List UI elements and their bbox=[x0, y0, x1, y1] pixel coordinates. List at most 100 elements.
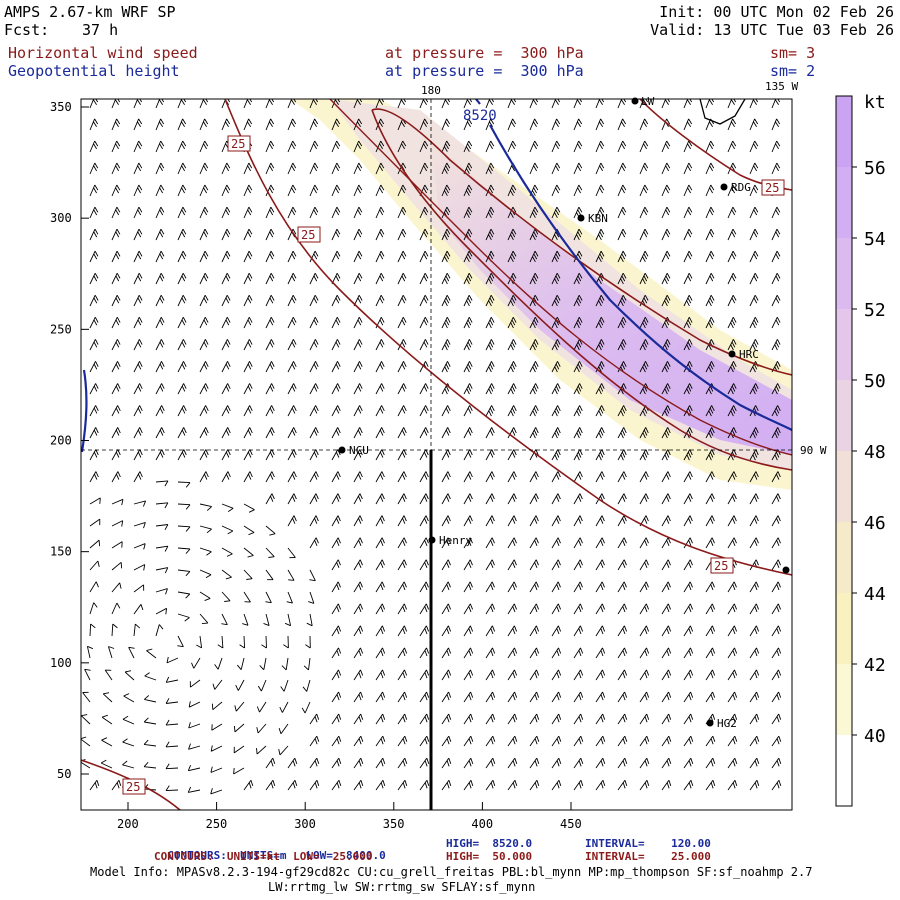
svg-text:KBN: KBN bbox=[588, 212, 608, 225]
wind-barb bbox=[199, 118, 209, 131]
wind-barb bbox=[287, 757, 298, 769]
wind-barb bbox=[111, 427, 121, 439]
wind-barb bbox=[463, 779, 474, 791]
wind-barb bbox=[419, 383, 429, 395]
wind-barb bbox=[309, 569, 316, 582]
wind-barb bbox=[177, 405, 187, 417]
wind-barb bbox=[617, 603, 628, 615]
wind-barb bbox=[727, 669, 738, 681]
wind-barb bbox=[617, 735, 628, 747]
wind-barb bbox=[221, 316, 231, 329]
wind-barb bbox=[397, 625, 408, 637]
wind-barb bbox=[551, 427, 561, 439]
wind-barb bbox=[419, 559, 429, 571]
wind-barb bbox=[155, 427, 165, 439]
wind-barb bbox=[111, 582, 122, 593]
wind-barb bbox=[683, 559, 693, 571]
wind-barb bbox=[463, 559, 473, 571]
wind-barb bbox=[303, 657, 311, 671]
wind-barb bbox=[771, 140, 781, 153]
wind-barb bbox=[551, 449, 561, 461]
wind-barb bbox=[287, 250, 297, 263]
wind-barb bbox=[309, 735, 320, 747]
wind-barb bbox=[551, 361, 561, 373]
wind-barb bbox=[463, 383, 473, 395]
wind-barb bbox=[107, 646, 115, 659]
x-tick-label: 250 bbox=[206, 817, 228, 831]
height-label-8520: 8520 bbox=[463, 108, 497, 124]
wind-barb bbox=[309, 757, 320, 769]
wind-barb bbox=[771, 250, 781, 263]
wind-barb bbox=[529, 581, 539, 593]
wind-barb bbox=[210, 745, 223, 752]
wind-barb bbox=[639, 162, 649, 175]
wind-barb bbox=[485, 691, 496, 703]
wind-barb bbox=[199, 361, 209, 373]
wind-barb bbox=[441, 471, 451, 483]
wind-barb bbox=[265, 250, 275, 263]
wind-barb bbox=[221, 427, 231, 439]
wind-barb bbox=[705, 735, 716, 747]
wind-barb bbox=[155, 524, 169, 531]
wind-barb bbox=[485, 603, 496, 615]
wind-barb bbox=[221, 162, 231, 175]
wind-barb bbox=[595, 515, 605, 527]
wind-barb bbox=[281, 657, 289, 671]
wind-barb bbox=[529, 272, 539, 285]
speed-contour-25-inner bbox=[371, 109, 792, 471]
wind-barb bbox=[309, 493, 319, 505]
wind-barb bbox=[155, 339, 165, 351]
wind-barb bbox=[89, 383, 99, 395]
wind-barb bbox=[595, 118, 605, 131]
wind-barb bbox=[771, 471, 781, 483]
wind-barb bbox=[551, 471, 561, 483]
wind-barb bbox=[507, 361, 517, 373]
wind-barb bbox=[595, 449, 605, 461]
wind-barb bbox=[305, 635, 311, 649]
wind-barb bbox=[573, 383, 583, 395]
wind-barb bbox=[749, 647, 760, 659]
y-tick-label: 50 bbox=[57, 767, 71, 781]
wind-barb bbox=[397, 493, 407, 505]
wind-barb bbox=[353, 603, 364, 615]
height-contour-west-edge bbox=[81, 369, 88, 453]
wind-barb bbox=[287, 779, 298, 791]
wind-barb bbox=[89, 272, 99, 285]
wind-barb bbox=[661, 206, 671, 219]
wind-barb bbox=[683, 427, 693, 439]
wind-barb bbox=[309, 250, 319, 263]
wind-barb bbox=[727, 647, 738, 659]
wind-barb bbox=[683, 471, 693, 483]
wind-barb bbox=[177, 339, 187, 351]
wind-barb bbox=[463, 647, 474, 659]
wind-barb bbox=[397, 537, 407, 549]
wind-barb bbox=[507, 118, 517, 131]
station-kbn: KBN bbox=[577, 212, 608, 225]
wind-barb bbox=[617, 713, 628, 725]
wind-barb bbox=[749, 316, 759, 329]
wind-barb bbox=[705, 757, 716, 769]
wind-barb bbox=[463, 316, 473, 329]
wind-barb bbox=[155, 405, 165, 417]
wind-barb bbox=[573, 361, 583, 373]
wind-barb bbox=[243, 383, 253, 395]
wind-barb bbox=[287, 118, 297, 131]
wind-barb bbox=[595, 647, 606, 659]
wind-barb bbox=[573, 559, 583, 571]
wind-barb bbox=[705, 471, 715, 483]
wind-barb bbox=[441, 581, 451, 593]
wind-barb bbox=[221, 569, 232, 580]
wind-barb bbox=[419, 449, 429, 461]
wind-barb bbox=[331, 757, 342, 769]
wind-barb bbox=[309, 383, 319, 395]
wind-barb bbox=[199, 427, 209, 439]
wind-barb bbox=[595, 184, 605, 197]
wind-barb bbox=[353, 471, 363, 483]
wind-barb bbox=[573, 625, 584, 637]
wind-barb bbox=[573, 603, 584, 615]
wind-barb bbox=[683, 449, 693, 461]
wind-barb bbox=[749, 449, 759, 461]
wind-barb bbox=[111, 316, 121, 329]
wind-barb bbox=[199, 525, 212, 534]
wind-barb bbox=[133, 206, 143, 219]
